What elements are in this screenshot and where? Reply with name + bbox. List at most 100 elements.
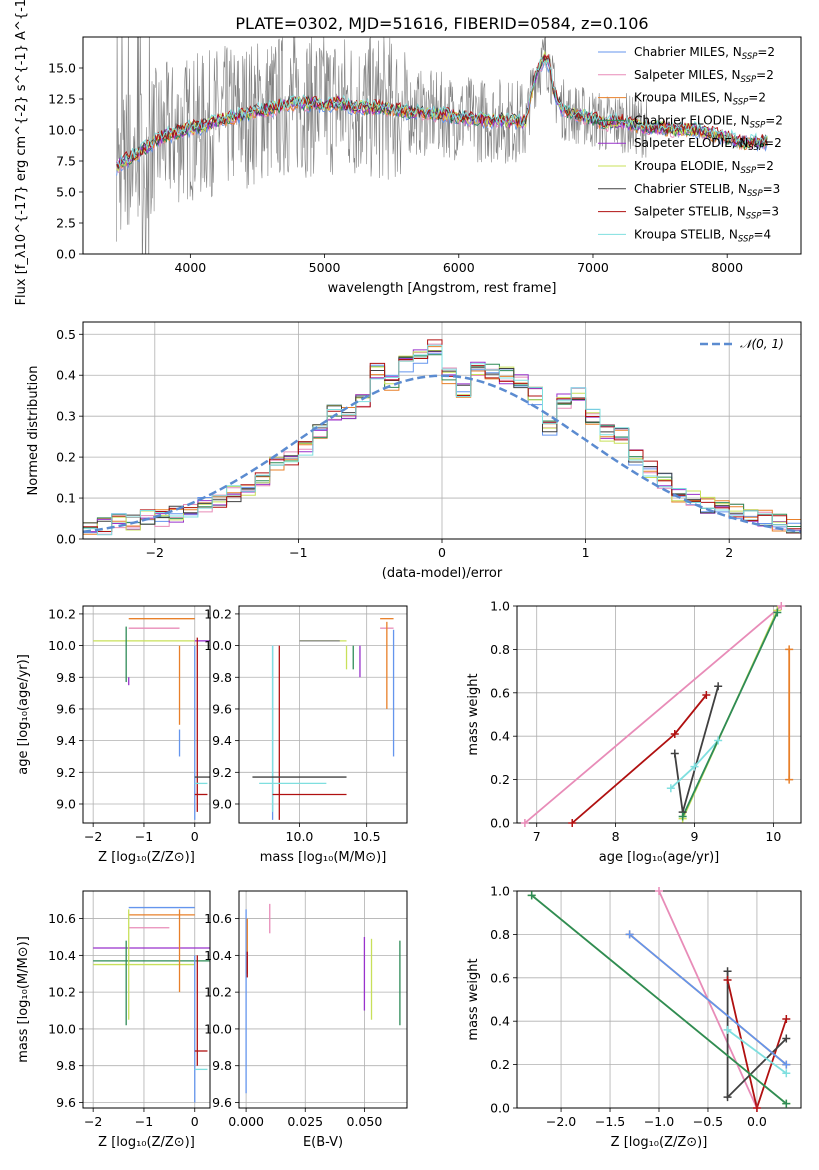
plus-marker xyxy=(782,1060,791,1069)
y-tick-label: 10.0 xyxy=(48,638,76,653)
y-axis-label: mass weight xyxy=(466,673,481,755)
x-tick-label: −1.0 xyxy=(644,1114,674,1129)
y-tick-label: 10.4 xyxy=(204,948,232,963)
plus-marker xyxy=(782,1015,791,1024)
plus-marker xyxy=(714,736,723,745)
x-axis-label: Z [log₁₀(Z/Z⊙)] xyxy=(98,1135,195,1150)
y-tick-label: 15.0 xyxy=(48,61,76,76)
model-spectrum-line xyxy=(116,56,768,168)
y-tick-label: 10.0 xyxy=(204,638,232,653)
plus-marker xyxy=(690,762,699,771)
y-axis-label: mass [log₁₀(M/M⊙)] xyxy=(16,936,31,1063)
y-axis-label: age [log₁₀(age/yr)] xyxy=(16,654,31,775)
y-tick-label: 0.0 xyxy=(490,816,510,831)
mass-weight-line xyxy=(524,606,782,823)
x-tick-label: −2 xyxy=(84,829,102,844)
y-tick-label: 0.5 xyxy=(56,327,76,342)
x-axis-label: Z [log₁₀(Z/Z⊙)] xyxy=(611,1135,708,1150)
y-tick-label: 9.6 xyxy=(212,1095,232,1110)
y-tick-label: 10.2 xyxy=(48,985,76,1000)
plus-marker xyxy=(678,812,687,821)
plus-marker xyxy=(568,819,577,827)
y-tick-label: 9.4 xyxy=(56,733,76,748)
plus-marker xyxy=(752,1104,761,1112)
plus-marker xyxy=(777,602,786,610)
y-axis-label: mass weight xyxy=(466,958,481,1040)
y-tick-label: 10.2 xyxy=(204,985,232,1000)
y-tick-label: 7.5 xyxy=(56,154,76,169)
y-tick-label: 0.3 xyxy=(56,409,76,424)
x-axis-label: (data-model)/error xyxy=(382,566,503,581)
mass-weight-line xyxy=(629,933,787,1066)
x-tick-label: −1 xyxy=(135,829,153,844)
y-tick-label: 9.8 xyxy=(212,670,232,685)
y-tick-label: 0.1 xyxy=(56,491,76,506)
plus-marker xyxy=(670,749,679,758)
legend-entry: Chabrier STELIB, NSSP=3 xyxy=(634,182,780,199)
y-tick-label: 0.6 xyxy=(490,685,510,700)
plus-marker xyxy=(782,1099,791,1108)
y-tick-label: 9.8 xyxy=(212,1058,232,1073)
x-tick-label: 0.050 xyxy=(347,1114,383,1129)
panel-1: −2 −1 0 1 2 0.0 0.1 0.2 0.3 0.4 0.5 (data-model)/er… xyxy=(26,321,802,581)
y-tick-label: 9.4 xyxy=(212,733,232,748)
x-tick-label: 8000 xyxy=(711,260,743,275)
axes-frame xyxy=(82,605,211,824)
x-tick-label: 5000 xyxy=(309,260,341,275)
plus-marker xyxy=(782,1069,791,1078)
x-tick-label: −2 xyxy=(146,545,164,560)
panel-3: 10.0 10.5 9.0 9.2 9.4 9.6 9.8 10.0 10.2 mass [log… xyxy=(204,605,408,865)
y-tick-label: 10.0 xyxy=(48,123,76,138)
legend-entry: Salpeter STELIB, NSSP=3 xyxy=(634,205,779,222)
spectrum-legend: Chabrier MILES, NSSP=2 Salpeter MILES, NS… xyxy=(598,45,783,244)
plus-marker xyxy=(785,645,794,654)
y-tick-label: 9.2 xyxy=(56,765,76,780)
axes-frame xyxy=(238,605,408,824)
legend-entry: Chabrier MILES, NSSP=2 xyxy=(634,45,775,62)
x-tick-label: 6000 xyxy=(443,260,475,275)
y-axis-label: Flux [f_λ10^{-17} erg cm^{-2} s^{-1} A^{… xyxy=(14,0,29,305)
plus-marker xyxy=(527,891,536,900)
x-tick-label: 9 xyxy=(691,829,699,844)
y-tick-label: 9.6 xyxy=(56,701,76,716)
y-tick-label: 5.0 xyxy=(56,185,76,200)
normal-distribution-curve xyxy=(83,374,801,534)
x-tick-label: −1.5 xyxy=(595,1114,625,1129)
plot-area-2 xyxy=(93,618,210,820)
x-tick-label: 2 xyxy=(725,545,733,560)
x-tick-label: −2 xyxy=(84,1114,102,1129)
x-tick-label: 1 xyxy=(582,545,590,560)
x-axis-label: Z [log₁₀(Z/Z⊙)] xyxy=(98,850,195,865)
panel-0: 4000 5000 6000 7000 8000 0.0 2.5 5.0 7.5 10.0 12.5… xyxy=(14,0,802,305)
panel-5: −2 −1 0 9.6 9.8 10.0 10.2 10.4 10.6 Z [log₁₀(Z/Z⊙… xyxy=(16,890,211,1150)
axes-frame xyxy=(238,890,408,1109)
y-tick-label: 1.0 xyxy=(490,884,510,899)
axes-frame xyxy=(516,605,802,824)
plus-marker xyxy=(723,975,732,984)
y-tick-label: 2.5 xyxy=(56,216,76,231)
panel-7: −2.0 −1.5 −1.0 −0.5 0.0 0.0 0.2 0.4 0.6 0.8 1.0 Z [… xyxy=(466,884,802,1150)
axes-frame xyxy=(82,321,802,540)
plot-area-6 xyxy=(245,903,401,1094)
x-axis-label: mass [log₁₀(M/M⊙)] xyxy=(260,850,387,865)
y-tick-label: 0.4 xyxy=(490,729,510,744)
plus-marker xyxy=(655,887,663,895)
y-tick-label: 10.0 xyxy=(48,1021,76,1036)
x-axis-label: E(B-V) xyxy=(303,1135,343,1150)
mass-weight-line xyxy=(727,1029,787,1075)
y-tick-label: 10.0 xyxy=(204,1021,232,1036)
x-tick-label: 0.000 xyxy=(228,1114,264,1129)
y-tick-label: 9.0 xyxy=(212,796,232,811)
y-tick-label: 9.8 xyxy=(56,670,76,685)
y-tick-label: 0.6 xyxy=(490,970,510,985)
y-tick-label: 0.0 xyxy=(56,247,76,262)
y-axis-label: Normed distribution xyxy=(26,366,41,496)
x-tick-label: 8 xyxy=(612,829,620,844)
y-tick-label: 0.2 xyxy=(490,772,510,787)
plus-marker xyxy=(723,1093,732,1102)
panel-6: 0.000 0.025 0.050 9.6 9.8 10.0 10.2 10.4 10.6 E(B… xyxy=(204,890,408,1150)
plus-marker xyxy=(666,784,675,793)
x-tick-label: −1 xyxy=(135,1114,153,1129)
y-tick-label: 0.0 xyxy=(490,1101,510,1116)
